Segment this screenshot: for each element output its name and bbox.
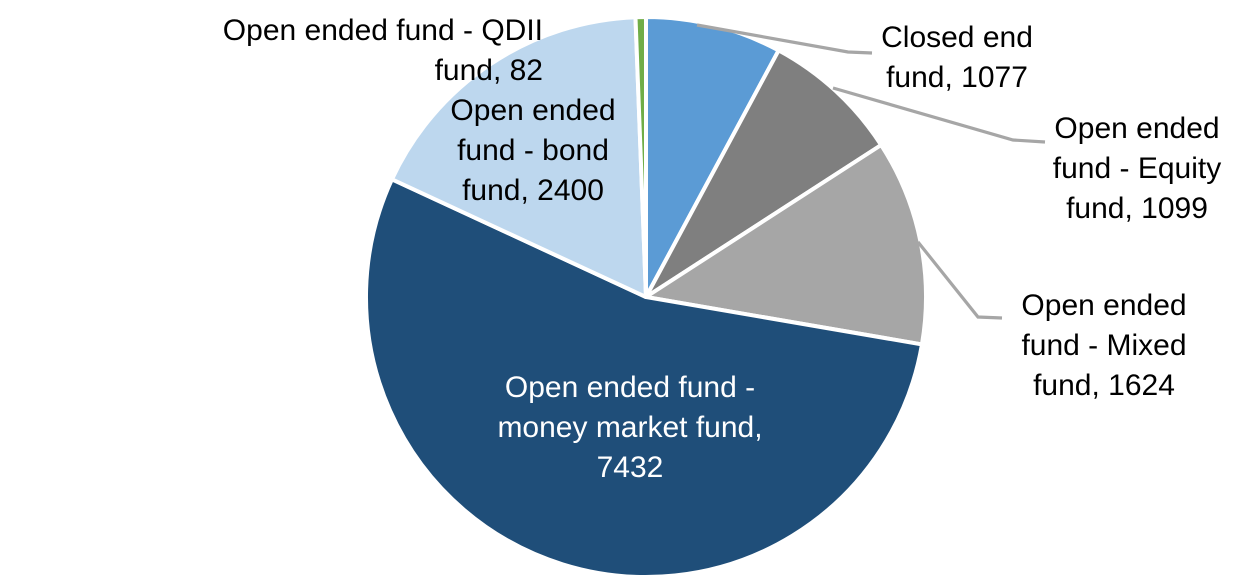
label-line: Closed end [881, 21, 1033, 54]
label-line: fund, 1077 [886, 61, 1028, 94]
pie-slice-label-qdii: Open ended fund - QDII fund, 82 [223, 11, 543, 91]
label-line: fund - Mixed [1021, 329, 1187, 362]
label-line: money market fund, [497, 411, 763, 444]
pie-slices-group [364, 15, 928, 579]
pie-slice-qdii [633, 15, 648, 299]
label-line: fund, 1099 [1066, 192, 1208, 225]
label-line: Open ended fund - [504, 371, 756, 404]
pie-slice-label-closed-end: Closed end fund, 1077 [881, 18, 1033, 98]
label-line: Open ended fund - QDII [222, 14, 543, 47]
label-line: fund, 1624 [1033, 369, 1175, 402]
pie-slice-closed-end [644, 15, 781, 299]
label-line: fund - Equity [1052, 152, 1222, 185]
leader-line-equity [832, 86, 1046, 144]
pie-slice-label-money-market: Open ended fund - money market fund, 7432 [497, 368, 762, 488]
pie-slice-mixed [644, 143, 928, 347]
pie-slice-label-mixed: Open ended fund - Mixed fund, 1624 [1021, 286, 1186, 406]
pie-slice-bond [389, 15, 648, 299]
label-line: Open ended [450, 94, 616, 127]
label-line: fund, 2400 [462, 174, 604, 207]
label-line: Open ended [1054, 112, 1220, 145]
leader-line-closed-end [696, 23, 873, 55]
label-line: fund - bond [457, 134, 609, 167]
leader-lines-group [696, 23, 1046, 320]
pie-slice-label-equity: Open ended fund - Equity fund, 1099 [1053, 109, 1221, 229]
label-line: Open ended [1021, 289, 1187, 322]
pie-slice-equity [644, 48, 884, 299]
label-line: fund, 82 [434, 54, 543, 87]
pie-slice-money-market [364, 177, 924, 579]
label-line: 7432 [596, 451, 664, 484]
pie-slice-label-bond: Open ended fund - bond fund, 2400 [450, 91, 615, 211]
leader-line-mixed [916, 241, 1003, 320]
